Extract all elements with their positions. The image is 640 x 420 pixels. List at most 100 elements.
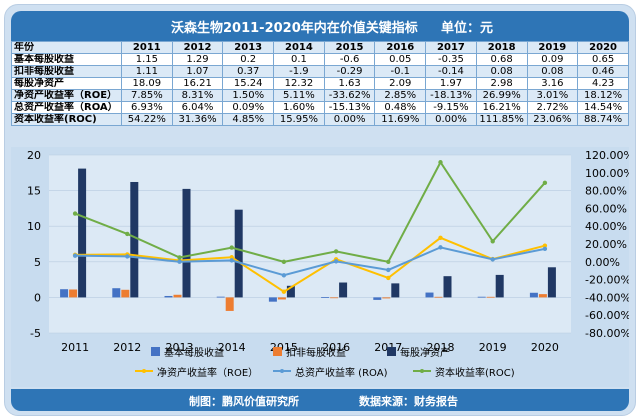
row-label: 每股净资产 <box>11 77 122 90</box>
line-point-3 <box>177 255 182 260</box>
bar-1 <box>268 297 277 302</box>
table-cell: 2.98 <box>475 77 528 90</box>
year-cell: 2020 <box>577 41 629 54</box>
bar-2 <box>486 296 495 298</box>
x-tick-label: 2016 <box>322 341 350 354</box>
y-left-tick-label: 10 <box>27 220 41 233</box>
y-right-tick-label: 100.00% <box>585 167 629 180</box>
bar-1 <box>477 296 486 298</box>
plot-background <box>49 155 571 333</box>
table-cell: 18.12% <box>577 89 629 102</box>
table-cell: 14.54% <box>577 101 629 114</box>
table-cell: 3.01% <box>526 89 579 102</box>
table-cell: 5.11% <box>273 89 325 102</box>
table-cell: 1.11 <box>121 65 173 78</box>
table-cell: 7.85% <box>121 89 173 102</box>
table-cell: 0.68 <box>475 53 528 66</box>
bar-2 <box>69 289 78 298</box>
x-tick-label: 2019 <box>479 341 507 354</box>
bar-2 <box>225 297 234 311</box>
table-cell: 26.99% <box>475 89 528 102</box>
legend-label: 资本收益率(ROC) <box>435 366 515 379</box>
year-cell: 2019 <box>526 41 579 54</box>
table-cell: 0.09% <box>222 101 275 114</box>
legend-swatch <box>387 347 396 356</box>
bar-2 <box>121 289 130 298</box>
table-cell: -33.62% <box>323 89 376 102</box>
line-point-3 <box>490 239 495 244</box>
table-cell: 12.32 <box>273 77 325 90</box>
y-right-tick-label: 80.00% <box>585 185 627 198</box>
legend-label: 每股净资产 <box>400 346 450 359</box>
page-title: 沃森生物2011-2020年内在价值关键指标 <box>171 21 418 36</box>
line-point-2 <box>177 259 182 264</box>
line-point-1 <box>229 255 234 260</box>
y-right-tick-label: 120.00% <box>585 149 629 162</box>
legend-label: 扣非每股收益 <box>286 346 346 359</box>
table-cell: 111.85% <box>475 113 528 126</box>
bar-3 <box>78 168 87 298</box>
legend-marker <box>420 369 424 373</box>
year-cell: 2011 <box>121 41 173 54</box>
x-tick-label: 2020 <box>531 341 559 354</box>
table-cell: 2.09 <box>374 77 427 90</box>
table-cell: 0.48% <box>374 101 427 114</box>
line-point-1 <box>438 235 443 240</box>
bar-1 <box>164 295 173 298</box>
line-point-3 <box>333 249 339 254</box>
y-right-tick-label: -60.00% <box>585 309 629 322</box>
combo-chart: 20 15 10 5 0 -5 120.00% 100.00% 80.00% 60.00% 40.0… <box>27 149 629 379</box>
table-cell: 31.36% <box>171 113 224 126</box>
table-cell: 18.09 <box>121 77 173 90</box>
legend-label: 净资产收益率（ROE） <box>157 366 258 379</box>
table-cell: 2.85% <box>374 89 427 102</box>
table-cell: 0.65 <box>577 53 629 66</box>
year-cell: 2014 <box>273 41 325 54</box>
y-left-tick-label: 20 <box>27 149 41 162</box>
table-cell: 23.06% <box>526 113 579 126</box>
table-row: 净资产收益率（ROE） 7.85% 8.31% 1.50% 5.11% -33.62% 2.… <box>11 89 629 102</box>
y-right-tick-label: 60.00% <box>585 202 627 215</box>
bar-1 <box>60 289 69 298</box>
row-label: 基本每股收益 <box>11 53 122 66</box>
x-tick-label: 2011 <box>61 341 89 354</box>
x-tick-label: 2018 <box>427 341 455 354</box>
y-left-tick-label: 0 <box>34 291 41 304</box>
y-right-tick-label: -40.00% <box>585 291 629 304</box>
table-cell: 11.69% <box>374 113 427 126</box>
table-row: 资本收益率(ROC) 54.22% 31.36% 4.85% 15.95% 0.00% 11… <box>11 113 629 126</box>
y-right-tick-label: -20.00% <box>585 274 629 287</box>
table-cell: 2.72% <box>526 101 579 114</box>
table-cell: 4.23 <box>577 77 629 90</box>
year-header-row: 年份 2011 2012 2013 2014 2015 2016 2017 2018 2019 20… <box>11 41 629 54</box>
bar-2 <box>434 296 443 298</box>
bar-3 <box>286 285 295 298</box>
table-cell: 3.16 <box>526 77 579 90</box>
table-cell: 0.37 <box>222 65 275 78</box>
line-point-2 <box>386 267 391 273</box>
line-point-3 <box>229 245 234 250</box>
year-cell: 2017 <box>425 41 477 54</box>
line-point-2 <box>333 259 339 264</box>
y-left-tick-label: 15 <box>27 185 41 198</box>
table-cell: 0.00% <box>425 113 477 126</box>
x-tick-label: 2014 <box>218 341 246 354</box>
table-cell: 1.15 <box>121 53 173 66</box>
unit-label: 单位：元 <box>441 21 494 36</box>
table-cell: 0.05 <box>374 53 427 66</box>
line-point-3 <box>386 259 391 264</box>
table-cell: 0.1 <box>273 53 325 66</box>
card: 沃森生物2011-2020年内在价值关键指标 单位：元 年份 2011 2012 20… <box>4 4 636 416</box>
bar-3 <box>234 209 243 298</box>
table-cell: 0.00% <box>323 113 376 126</box>
table-cell: 16.21 <box>171 77 224 90</box>
footer-bar: 制图：鹏风价值研究所 数据来源：财务报告 <box>11 389 629 411</box>
table-cell: 1.63 <box>323 77 376 90</box>
line-point-2 <box>281 273 287 278</box>
line-point-2 <box>229 258 234 263</box>
table-cell: 1.60% <box>273 101 325 114</box>
line-point-2 <box>490 257 495 262</box>
legend-swatch <box>273 347 282 356</box>
line-point-3 <box>125 231 130 237</box>
year-cell: 2015 <box>323 41 376 54</box>
